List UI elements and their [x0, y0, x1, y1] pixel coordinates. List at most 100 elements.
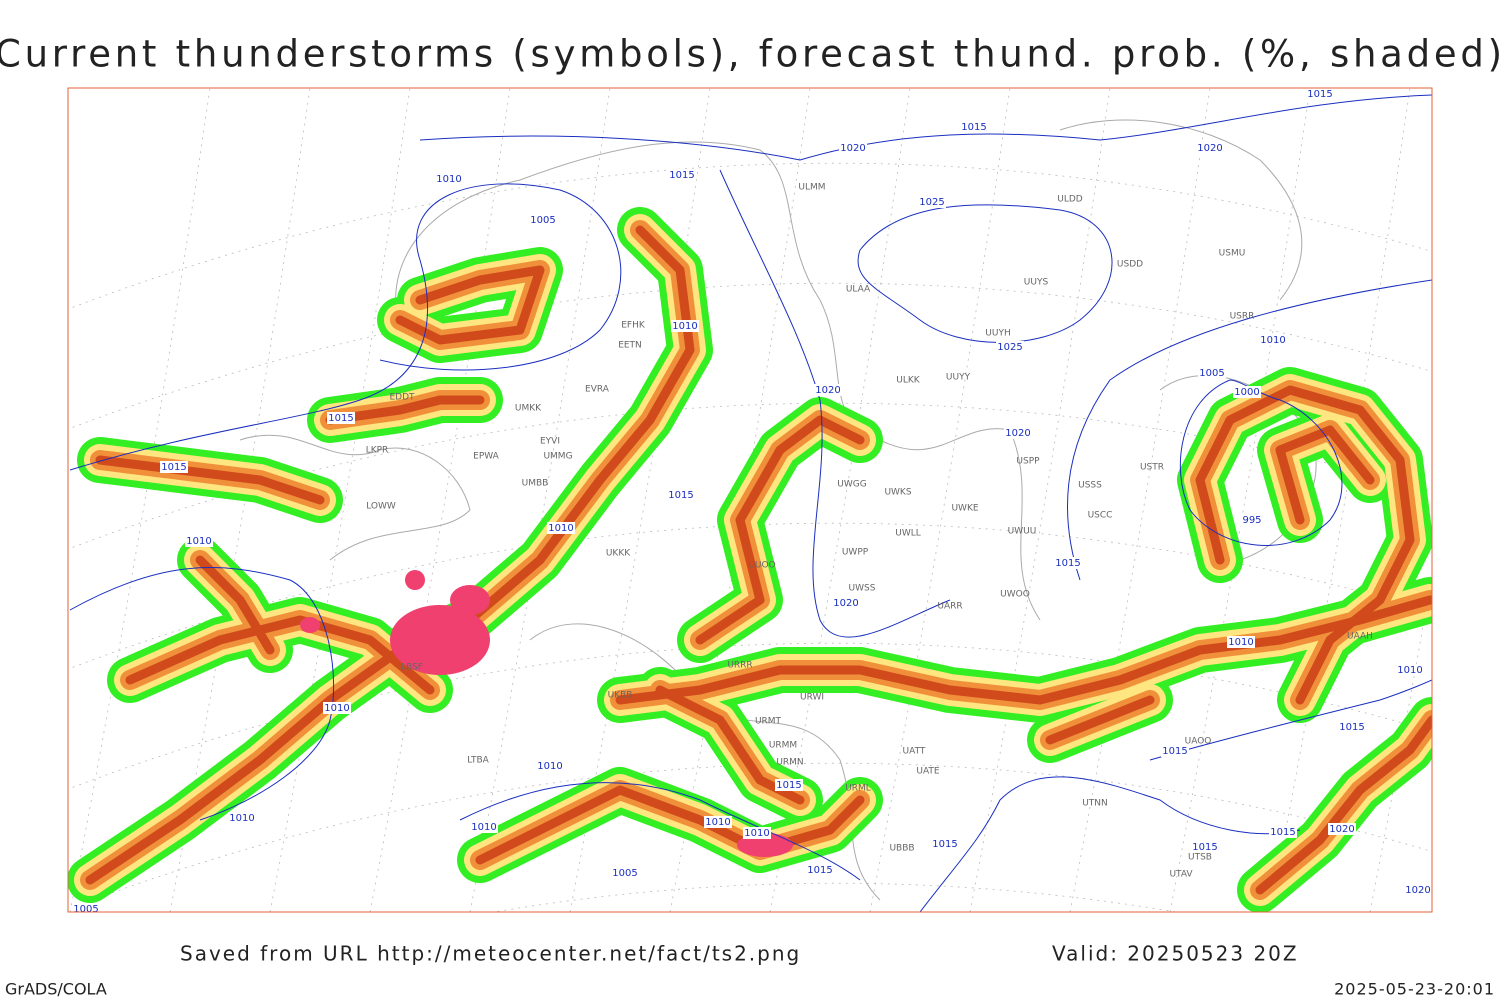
isobar-label: 1000: [1234, 387, 1259, 398]
isobar-label: 1020: [840, 143, 865, 154]
isobar-label-bg: [671, 320, 699, 332]
probability-shading: [1255, 715, 1432, 895]
isobar-label: 1025: [997, 342, 1022, 353]
graticule: [1369, 573, 1432, 912]
isobar-label-bg: [1328, 823, 1356, 835]
isobar-label: 995: [1242, 515, 1261, 526]
graticule: [469, 88, 611, 912]
isobar-label: 1010: [1228, 637, 1253, 648]
isobar-label-bg: [667, 489, 695, 501]
isobar-label-bg: [1004, 427, 1032, 439]
station-label: UUYS: [1024, 278, 1049, 288]
station-label: USTR: [1140, 463, 1164, 473]
graticule: [869, 88, 1011, 912]
isobar-label-bg: [931, 838, 959, 850]
isobar-label-bg: [1191, 841, 1219, 853]
station-label: UATE: [916, 767, 940, 777]
probability-shading: [95, 455, 325, 505]
isobar-label: 1015: [1270, 827, 1295, 838]
source-url: Saved from URL http://meteocenter.net/fa…: [180, 942, 801, 966]
station-label: UWOO: [1000, 590, 1030, 600]
station-label: UTAV: [1169, 870, 1193, 880]
isobar-label: 1015: [776, 780, 801, 791]
isobar-label-bg: [470, 821, 498, 833]
coastline: [1059, 119, 1303, 301]
isobar-label-bg: [1161, 745, 1189, 757]
graticule: [369, 88, 511, 912]
isobar-label: 1010: [537, 761, 562, 772]
isobar-label-bg: [1259, 334, 1287, 346]
isobar-label-bg: [435, 173, 463, 185]
graticule: [68, 762, 1432, 910]
station-label: UTSB: [1188, 853, 1212, 863]
probability-shading: [475, 785, 865, 865]
isobar-label-bg: [536, 760, 564, 772]
station-label: UMKK: [515, 404, 542, 414]
isobar-label: 1015: [1307, 89, 1332, 100]
isobar-label: 1010: [324, 703, 349, 714]
probability-shading: [695, 415, 865, 645]
isobar-label-bg: [668, 169, 696, 181]
map-area: 1015 1015 1020 1020 1015 1010 1005 1025 1025 1010…: [68, 88, 1432, 912]
isobar: [919, 776, 1301, 912]
isobar-label: 1015: [1192, 842, 1217, 853]
isobar-label-bg: [185, 535, 213, 547]
software: GrADS/COLA: [5, 980, 107, 999]
isobar-label-bg: [743, 827, 771, 839]
isobar-label: 1010: [705, 817, 730, 828]
isobar-label: 1010: [471, 822, 496, 833]
isobar-label: 1020: [815, 385, 840, 396]
isobar-label-bg: [323, 702, 351, 714]
station-label: LTBA: [467, 756, 489, 766]
isobar: [1149, 679, 1432, 761]
graticule: [68, 642, 1432, 790]
station-label: URML: [845, 784, 871, 794]
coastline: [395, 141, 881, 441]
isobar-label: 1015: [1162, 746, 1187, 757]
station-label: UATT: [903, 747, 926, 757]
station-label: UAAH: [1347, 632, 1373, 642]
isobar-label-bg: [704, 816, 732, 828]
coastline: [239, 434, 471, 561]
isobar-label-bg: [832, 597, 860, 609]
isobar-label-bg: [1404, 884, 1432, 896]
station-label: UARR: [937, 602, 962, 612]
isobar-label: 1015: [1055, 558, 1080, 569]
station-label: EDDT: [389, 393, 415, 403]
valid-time: Valid: 20250523 20Z: [1052, 942, 1299, 966]
isobar-label-bg: [775, 779, 803, 791]
isobar-label-bg: [918, 196, 946, 208]
isobar-label: 1025: [919, 197, 944, 208]
station-label: UMMG: [543, 452, 572, 462]
station-label: USPP: [1016, 457, 1040, 467]
station-label: UAOO: [1185, 737, 1212, 747]
isobar-label: 1005: [530, 215, 555, 226]
station-label: LKPR: [366, 446, 389, 456]
station-label: UBBB: [889, 844, 914, 854]
station-label: URMM: [769, 741, 797, 751]
station-label: UKBB: [608, 691, 633, 701]
station-label: URMN: [776, 758, 803, 768]
isobar-label: 1010: [744, 828, 769, 839]
isobar-label-bg: [839, 142, 867, 154]
high-probability: [405, 570, 425, 590]
station-label: UWUU: [1008, 527, 1037, 537]
isobar: [459, 782, 861, 881]
isobar-label: 1005: [612, 868, 637, 879]
station-label: USMU: [1219, 249, 1246, 259]
isobar: [719, 169, 951, 638]
isobar-label: 1010: [436, 174, 461, 185]
station-label: UUYY: [946, 373, 971, 383]
isobar-label: 1010: [1397, 665, 1422, 676]
isobar-label: 1010: [548, 523, 573, 534]
graticule: [68, 162, 1432, 310]
probability-shading: [1275, 425, 1375, 525]
isobar-label: 1015: [328, 413, 353, 424]
station-label: USCC: [1088, 511, 1113, 521]
isobar-label-bg: [806, 864, 834, 876]
isobar-label-bg: [960, 121, 988, 133]
isobar-label-bg: [547, 522, 575, 534]
station-label: UWPP: [842, 548, 869, 558]
isobar-label: 1015: [161, 462, 186, 473]
